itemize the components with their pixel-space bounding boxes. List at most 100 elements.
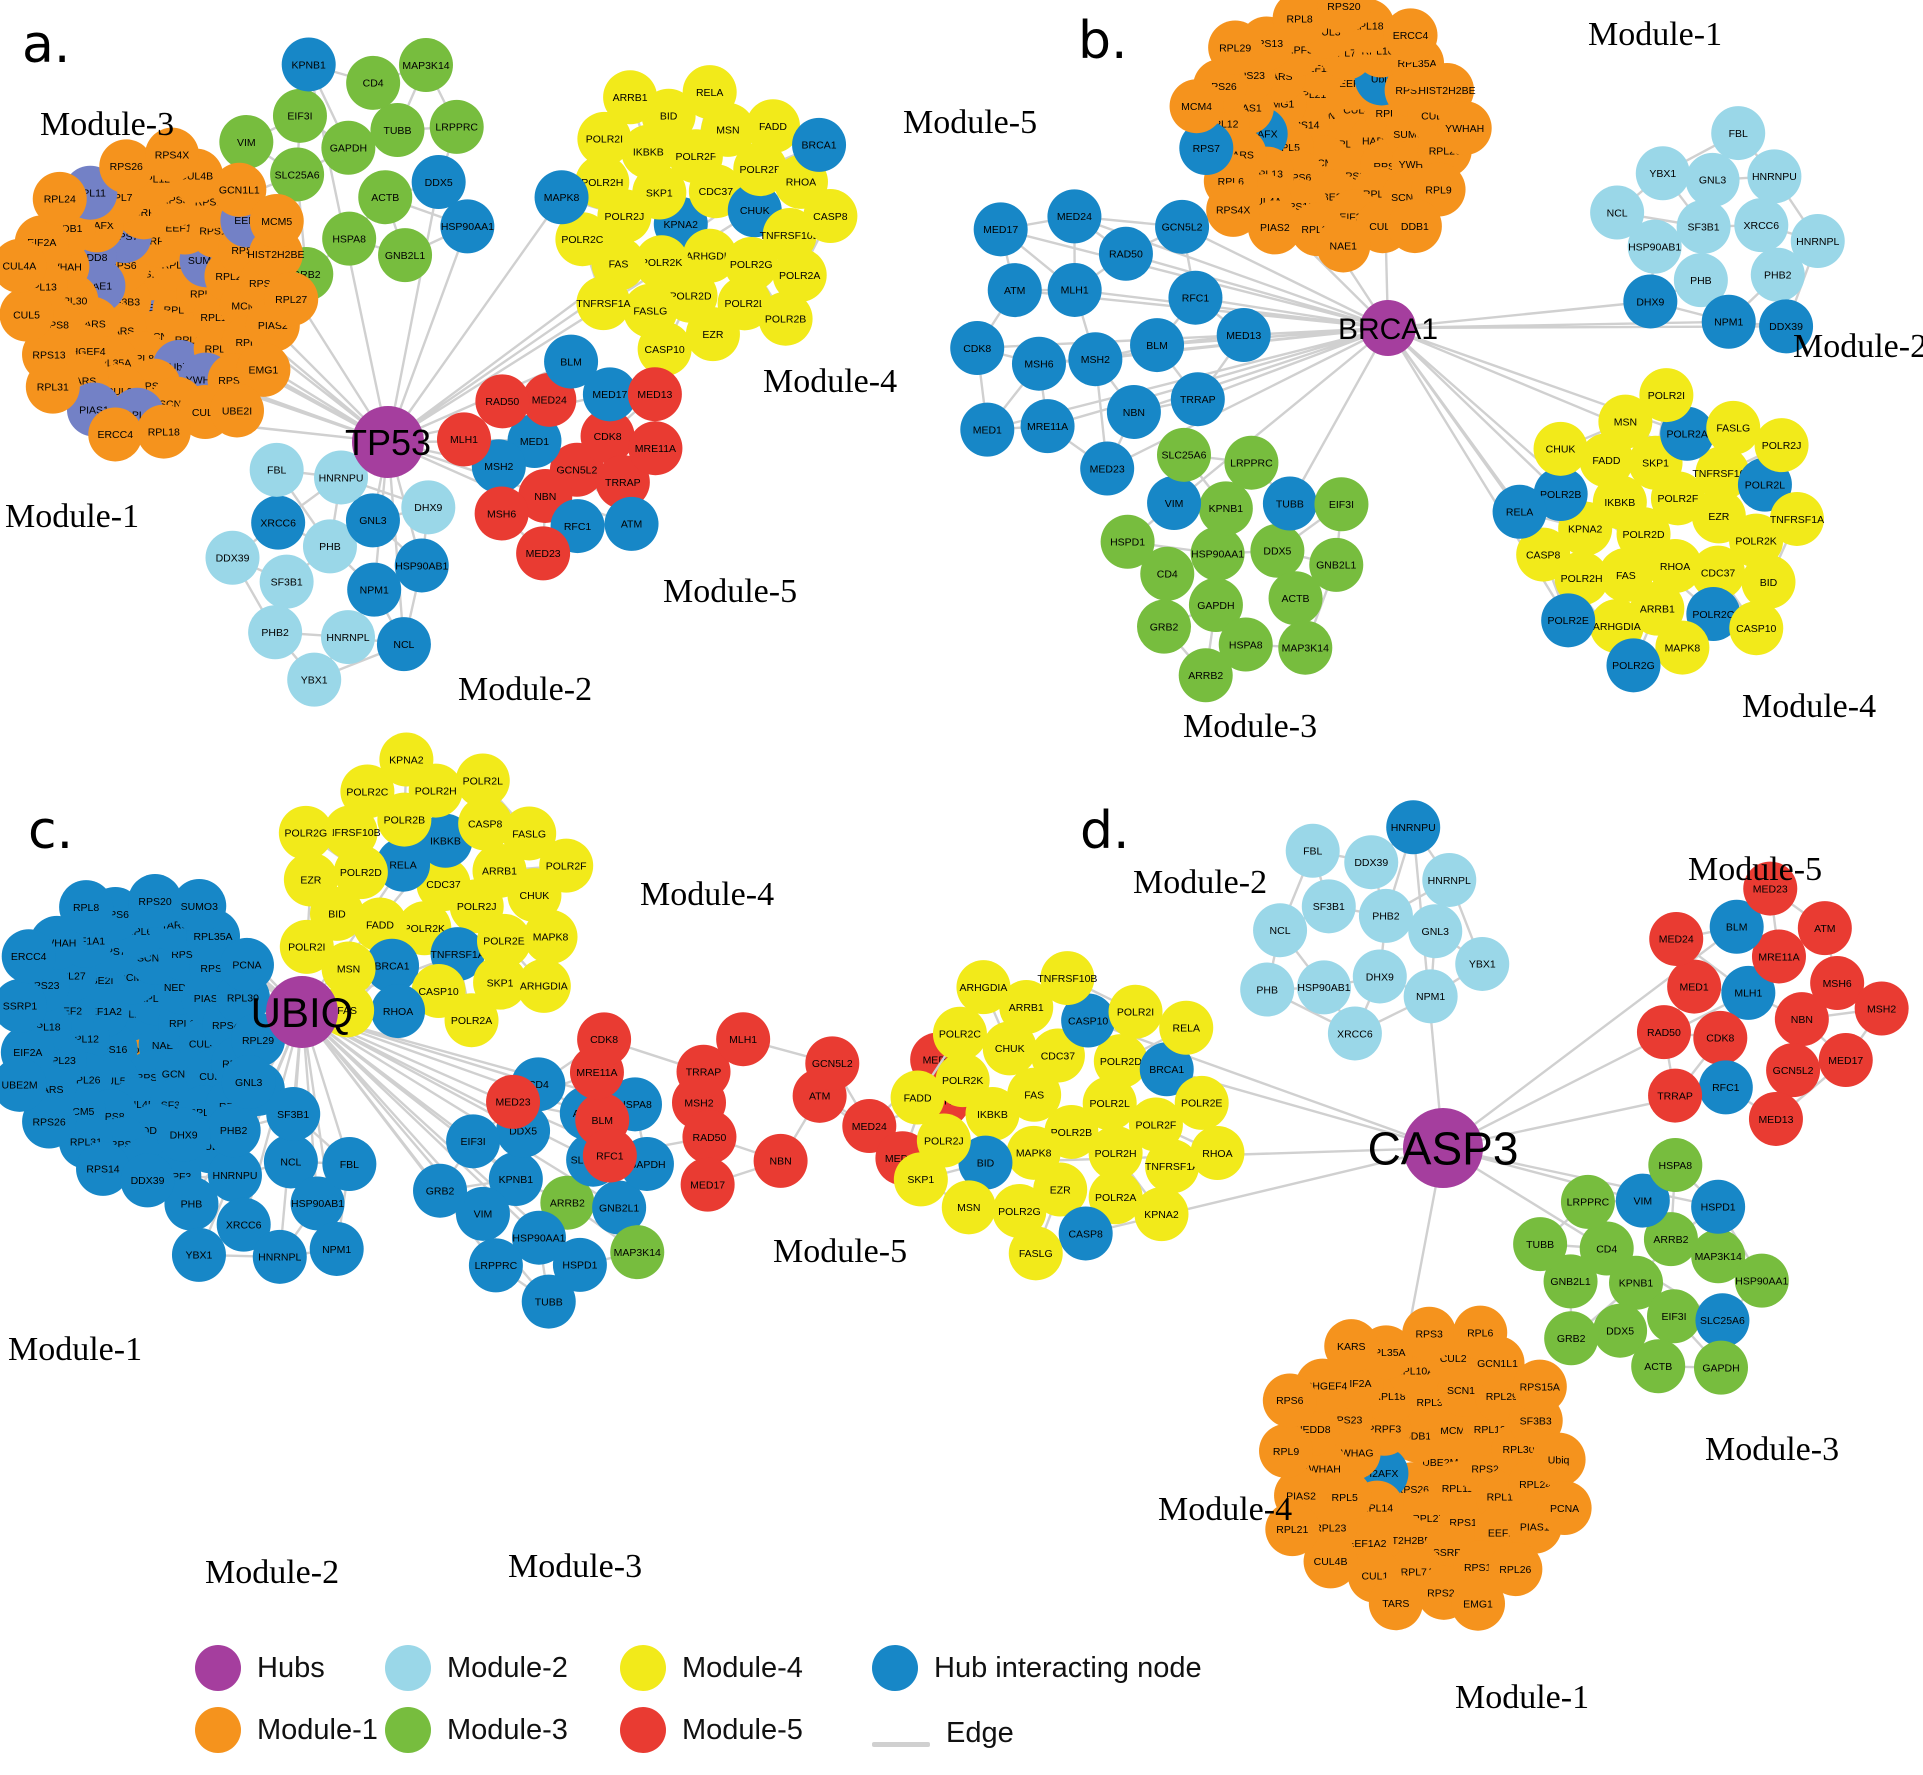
node-label-ARHGDIA: ARHGDIA — [686, 251, 734, 263]
node-SF3B1 — [259, 554, 314, 609]
node-label-GAPDH: GAPDH — [1702, 1362, 1739, 1374]
node-PCNA — [1537, 1481, 1592, 1536]
node-label-EIF3I: EIF3I — [1661, 1311, 1686, 1323]
node-NPM1 — [1701, 294, 1756, 349]
node-NBN — [753, 1133, 808, 1188]
node-label-POLR2I: POLR2I — [1117, 1007, 1154, 1019]
node-POLR2J — [916, 1113, 971, 1168]
hub-label-BRCA1: BRCA1 — [1338, 313, 1438, 346]
node-GNB2L1 — [1309, 537, 1364, 592]
hub-node-UBIQ — [266, 976, 338, 1048]
node-POLR2G — [1606, 638, 1661, 693]
node-label-HSP90AA1: HSP90AA1 — [512, 1233, 565, 1245]
node-ACTB — [1631, 1339, 1686, 1394]
node-label-POLR2E: POLR2E — [1181, 1098, 1222, 1110]
node-RPL6 — [1453, 1305, 1508, 1360]
node-label-GCN5L2: GCN5L2 — [1162, 222, 1203, 234]
node-EIF3I — [1646, 1289, 1701, 1344]
node-label-RPS13: RPS13 — [32, 349, 65, 361]
node-label-ARRB2: ARRB2 — [550, 1198, 585, 1210]
node-label-POLR2C: POLR2C — [561, 234, 603, 246]
node-CASP10 — [1061, 993, 1116, 1048]
node-label-HSP90AA1: HSP90AA1 — [1191, 548, 1244, 560]
panel-c: CDC37POLR2KRELAPOLR2JFADDIKBKBTNFRSF1APO… — [0, 732, 970, 1591]
node-label-MLH1: MLH1 — [450, 434, 478, 446]
node-label-POLR2E: POLR2E — [1547, 615, 1588, 627]
node-label-HIST2H2BE: HIST2H2BE — [1418, 85, 1475, 97]
node-label-ATM: ATM — [1004, 285, 1025, 297]
node-label-TNFRSF10B: TNFRSF10B — [760, 230, 820, 242]
caption-d-module-4: Module-4 — [1158, 1491, 1292, 1528]
node-GCN5L2 — [1155, 199, 1210, 254]
node-ARRB2 — [1178, 648, 1233, 703]
node-label-POLR2J: POLR2J — [457, 901, 497, 913]
node-KPNB1 — [488, 1152, 543, 1207]
node-label-FASLG: FASLG — [1019, 1248, 1053, 1260]
node-label-PHB2: PHB2 — [220, 1125, 248, 1137]
node-SF3B1 — [266, 1086, 321, 1141]
node-label-PRPF3: PRPF3 — [1367, 1424, 1401, 1436]
node-label-PHB2: PHB2 — [1372, 911, 1400, 923]
node-RPS7 — [1179, 121, 1234, 176]
node-ARRB1 — [999, 980, 1054, 1035]
node-label-YBX1: YBX1 — [1649, 168, 1676, 180]
node-label-RPL29: RPL29 — [1486, 1391, 1518, 1403]
node-label-MAP3K14: MAP3K14 — [1695, 1251, 1742, 1263]
node-label-SLC25A6: SLC25A6 — [275, 169, 320, 181]
node-POLR2I — [1108, 984, 1163, 1039]
node-label-KPNA2: KPNA2 — [664, 219, 699, 231]
node-label-POLR2K: POLR2K — [641, 257, 682, 269]
node-label-NPM1: NPM1 — [1416, 991, 1445, 1003]
node-label-MAPK8: MAPK8 — [533, 932, 569, 944]
node-MCM5 — [249, 194, 304, 249]
node-POLR2K — [935, 1053, 990, 1108]
node-label-GCN5L2: GCN5L2 — [1773, 1065, 1814, 1077]
node-label-BID: BID — [1760, 577, 1778, 589]
node-label-RPL24: RPL24 — [1519, 1479, 1551, 1491]
node-label-NPM1: NPM1 — [360, 584, 389, 596]
node-label-HNRNPL: HNRNPL — [1428, 875, 1471, 887]
node-POLR2D — [1093, 1034, 1148, 1089]
node-RAD50 — [682, 1109, 737, 1164]
node-label-CD4: CD4 — [363, 78, 384, 90]
node-label-FASLG: FASLG — [512, 828, 546, 840]
node-label-GNL3: GNL3 — [359, 515, 387, 527]
node-label-BLM: BLM — [1726, 922, 1748, 934]
node-MED13 — [627, 367, 682, 422]
node-RFC1 — [1698, 1060, 1753, 1115]
node-label-GCN5L2: GCN5L2 — [812, 1058, 853, 1070]
node-KPNA2 — [1134, 1187, 1189, 1242]
caption-c-module-2: Module-2 — [205, 1554, 339, 1591]
node-POLR2I — [1639, 368, 1694, 423]
node-HSP90AA1 — [511, 1210, 566, 1265]
node-POLR2G — [992, 1184, 1047, 1239]
node-label-HSP90AB1: HSP90AB1 — [1628, 241, 1681, 253]
node-label-PCNA: PCNA — [1550, 1503, 1579, 1515]
node-label-SKP1: SKP1 — [646, 187, 673, 199]
node-GAPDH — [321, 120, 376, 175]
node-DHX9 — [156, 1107, 211, 1162]
node-FADD — [890, 1070, 945, 1125]
node-label-GNL3: GNL3 — [235, 1077, 263, 1089]
node-EMG1 — [1451, 1576, 1506, 1631]
node-label-ARRB2: ARRB2 — [1653, 1234, 1688, 1246]
node-RPL29 — [1208, 20, 1263, 75]
node-label-CDK8: CDK8 — [594, 431, 622, 443]
node-label-CDK8: CDK8 — [590, 1034, 618, 1046]
node-CASP8 — [1516, 527, 1571, 582]
node-TNFRSF10B — [1040, 951, 1095, 1006]
node-EIF3I — [446, 1114, 501, 1169]
node-NPM1 — [1403, 969, 1458, 1024]
node-label-EZR: EZR — [1050, 1184, 1071, 1196]
caption-a-module-5: Module-5 — [663, 573, 797, 610]
node-label-EIF2A: EIF2A — [13, 1047, 42, 1059]
node-label-LRPPRC: LRPPRC — [475, 1260, 518, 1272]
node-CASP10 — [1729, 601, 1784, 656]
node-label-EZR: EZR — [702, 329, 723, 341]
node-MED17 — [582, 367, 637, 422]
panel-d-nodes: PHB2 DHX9 SF3B1 GNL3 HSP90AB1 DDX39 NPM1 NCL HNR… — [890, 800, 1909, 1631]
node-label-SF3B1: SF3B1 — [1313, 901, 1345, 913]
node-label-RFC1: RFC1 — [596, 1150, 624, 1162]
node-label-RELA: RELA — [1506, 507, 1533, 519]
node-label-HSPD1: HSPD1 — [1701, 1202, 1736, 1214]
